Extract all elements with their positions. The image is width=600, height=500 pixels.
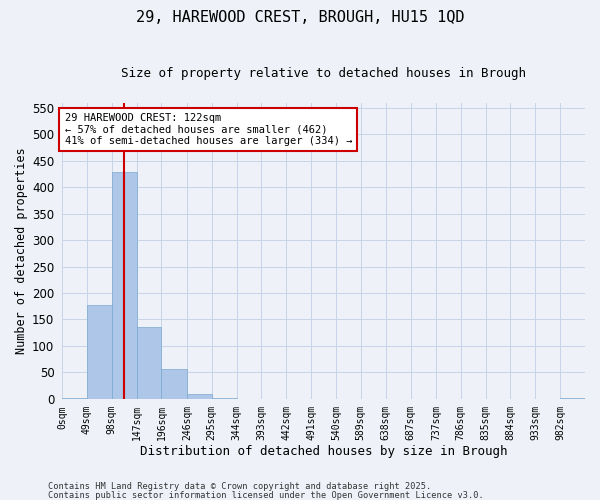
X-axis label: Distribution of detached houses by size in Brough: Distribution of detached houses by size … <box>140 444 507 458</box>
Text: Contains public sector information licensed under the Open Government Licence v3: Contains public sector information licen… <box>48 490 484 500</box>
Bar <box>161 368 187 399</box>
Bar <box>137 327 161 399</box>
Y-axis label: Number of detached properties: Number of detached properties <box>15 148 28 354</box>
Bar <box>212 398 236 399</box>
Text: 29, HAREWOOD CREST, BROUGH, HU15 1QD: 29, HAREWOOD CREST, BROUGH, HU15 1QD <box>136 10 464 25</box>
Bar <box>62 398 87 399</box>
Text: Contains HM Land Registry data © Crown copyright and database right 2025.: Contains HM Land Registry data © Crown c… <box>48 482 431 491</box>
Text: 29 HAREWOOD CREST: 122sqm
← 57% of detached houses are smaller (462)
41% of semi: 29 HAREWOOD CREST: 122sqm ← 57% of detac… <box>65 113 352 146</box>
Bar <box>560 398 585 399</box>
Bar <box>112 172 137 399</box>
Bar <box>187 394 212 399</box>
Title: Size of property relative to detached houses in Brough: Size of property relative to detached ho… <box>121 68 526 80</box>
Bar <box>87 304 112 399</box>
